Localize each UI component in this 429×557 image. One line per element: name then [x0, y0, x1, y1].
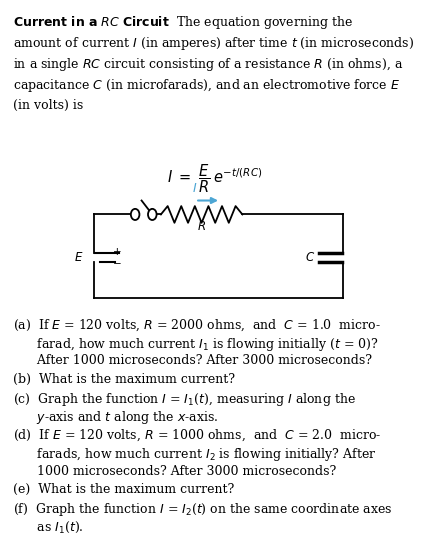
Text: farad, how much current $I_1$ is flowing initially ($t$ = 0)?: farad, how much current $I_1$ is flowing…	[13, 336, 378, 353]
Text: (f)  Graph the function $I$ = $I_2$($t$) on the same coordinate axes: (f) Graph the function $I$ = $I_2$($t$) …	[13, 501, 393, 519]
Text: in a single $RC$ circuit consisting of a resistance $R$ (in ohms), a: in a single $RC$ circuit consisting of a…	[13, 56, 403, 74]
Circle shape	[131, 209, 139, 220]
Text: (in volts) is: (in volts) is	[13, 99, 83, 111]
Text: $I\ =\ \dfrac{E}{R}\,e^{-t/(RC)}$: $I\ =\ \dfrac{E}{R}\,e^{-t/(RC)}$	[167, 162, 262, 194]
Circle shape	[148, 209, 157, 220]
Text: $+$: $+$	[112, 246, 122, 257]
Text: capacitance $C$ (in microfarads), and an electromotive force $E$: capacitance $C$ (in microfarads), and an…	[13, 77, 400, 95]
Text: $\mathit{I}$: $\mathit{I}$	[192, 182, 197, 195]
Text: 1000 microseconds? After 3000 microseconds?: 1000 microseconds? After 3000 microsecon…	[13, 465, 336, 477]
Text: as $I_1$($t$).: as $I_1$($t$).	[13, 520, 84, 535]
Text: (d)  If $E$ = 120 volts, $R$ = 1000 ohms,  and  $C$ = 2.0  micro-: (d) If $E$ = 120 volts, $R$ = 1000 ohms,…	[13, 428, 381, 443]
Text: $y$-axis and $t$ along the $x$-axis.: $y$-axis and $t$ along the $x$-axis.	[13, 409, 218, 427]
Text: farads, how much current $I_2$ is flowing initially? After: farads, how much current $I_2$ is flowin…	[13, 446, 376, 463]
Text: (b)  What is the maximum current?: (b) What is the maximum current?	[13, 373, 235, 385]
Text: $R$: $R$	[197, 220, 206, 233]
Text: After 1000 microseconds? After 3000 microseconds?: After 1000 microseconds? After 3000 micr…	[13, 354, 372, 367]
Text: $-$: $-$	[112, 258, 122, 267]
Text: $\mathbf{Current\ in\ a\ }$$\mathbf{\mathit{RC}}$$\mathbf{\ Circuit}$  The equat: $\mathbf{Current\ in\ a\ }$$\mathbf{\mat…	[13, 14, 353, 31]
Text: (a)  If $E$ = 120 volts, $R$ = 2000 ohms,  and  $C$ = 1.0  micro-: (a) If $E$ = 120 volts, $R$ = 2000 ohms,…	[13, 317, 381, 333]
Text: (c)  Graph the function $I$ = $I_1$($t$), measuring $I$ along the: (c) Graph the function $I$ = $I_1$($t$),…	[13, 391, 356, 408]
Text: $E$: $E$	[74, 251, 84, 265]
Text: amount of current $I$ (in amperes) after time $t$ (in microseconds): amount of current $I$ (in amperes) after…	[13, 35, 414, 52]
Text: $C$: $C$	[305, 251, 315, 265]
Text: (e)  What is the maximum current?: (e) What is the maximum current?	[13, 483, 234, 496]
